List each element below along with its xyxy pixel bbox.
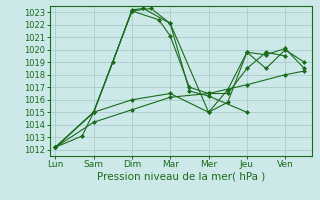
X-axis label: Pression niveau de la mer( hPa ): Pression niveau de la mer( hPa ) <box>97 172 265 182</box>
